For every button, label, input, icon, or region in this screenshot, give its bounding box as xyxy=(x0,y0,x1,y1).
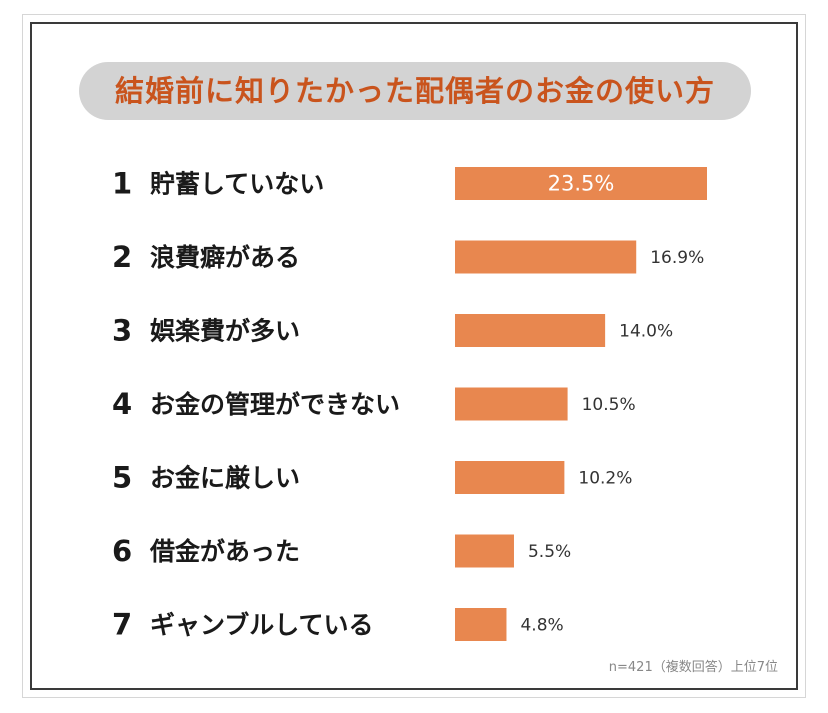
bar xyxy=(455,534,514,568)
value-label: 10.2% xyxy=(578,469,632,489)
value-label: 23.5% xyxy=(548,172,615,196)
value-label: 14.0% xyxy=(619,322,673,342)
value-label: 4.8% xyxy=(520,616,563,636)
category-label: 浪費癖がある xyxy=(150,243,300,272)
rank-number: 7 xyxy=(112,608,132,642)
bar xyxy=(455,608,507,641)
rank-number: 6 xyxy=(112,534,132,568)
category-label: 娯楽費が多い xyxy=(150,317,300,346)
bar xyxy=(455,461,565,494)
rank-number: 5 xyxy=(112,461,132,495)
value-label: 16.9% xyxy=(650,248,704,268)
title-background xyxy=(79,62,751,120)
value-label: 10.5% xyxy=(582,395,636,415)
value-label: 5.5% xyxy=(528,542,571,562)
bar xyxy=(455,240,637,274)
rank-number: 1 xyxy=(112,167,132,201)
bar xyxy=(455,387,568,421)
category-label: お金の管理ができない xyxy=(150,390,400,419)
rank-number: 3 xyxy=(112,314,132,348)
rank-number: 2 xyxy=(112,240,132,274)
chart-title: 結婚前に知りたかった配偶者のお金の使い方 xyxy=(114,74,715,108)
rank-number: 4 xyxy=(112,387,132,421)
category-label: 貯蓄していない xyxy=(150,170,324,199)
footnote: n=421（複数回答）上位7位 xyxy=(608,660,778,675)
chart-frame xyxy=(30,22,798,690)
category-label: 借金があった xyxy=(149,537,300,566)
category-label: ギャンブルしている xyxy=(150,611,374,640)
category-label: お金に厳しい xyxy=(150,464,300,493)
bar xyxy=(455,167,707,200)
bar xyxy=(455,314,606,347)
